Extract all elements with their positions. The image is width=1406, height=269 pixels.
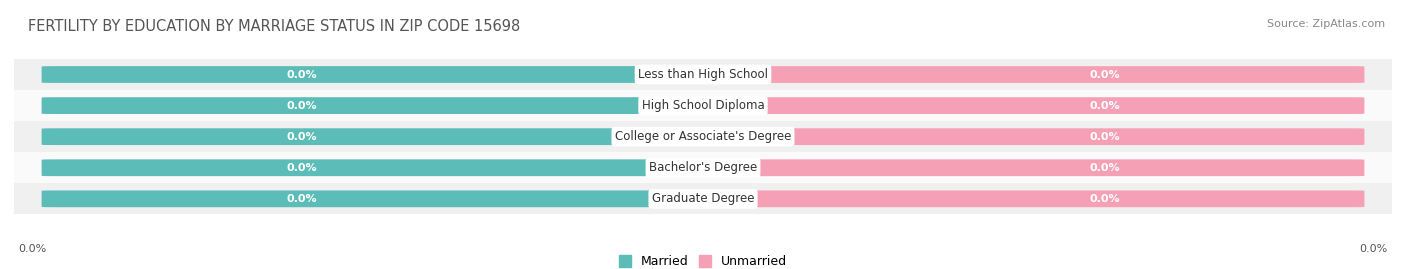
Bar [14, 183, 1392, 214]
Text: 0.0%: 0.0% [1090, 163, 1119, 173]
Text: Graduate Degree: Graduate Degree [652, 192, 754, 205]
Bar [14, 152, 1392, 183]
Text: High School Diploma: High School Diploma [641, 99, 765, 112]
Text: 0.0%: 0.0% [1090, 69, 1119, 80]
Bar [14, 59, 1392, 90]
FancyBboxPatch shape [42, 128, 717, 145]
Text: FERTILITY BY EDUCATION BY MARRIAGE STATUS IN ZIP CODE 15698: FERTILITY BY EDUCATION BY MARRIAGE STATU… [28, 19, 520, 34]
FancyBboxPatch shape [689, 159, 1364, 176]
Text: Source: ZipAtlas.com: Source: ZipAtlas.com [1267, 19, 1385, 29]
Text: 0.0%: 0.0% [287, 132, 316, 142]
Text: 0.0%: 0.0% [18, 244, 46, 254]
FancyBboxPatch shape [42, 97, 717, 114]
FancyBboxPatch shape [42, 190, 717, 207]
Text: 0.0%: 0.0% [1360, 244, 1388, 254]
Text: 0.0%: 0.0% [1090, 194, 1119, 204]
Text: 0.0%: 0.0% [287, 69, 316, 80]
Text: College or Associate's Degree: College or Associate's Degree [614, 130, 792, 143]
Text: 0.0%: 0.0% [287, 101, 316, 111]
FancyBboxPatch shape [689, 128, 1364, 145]
FancyBboxPatch shape [689, 97, 1364, 114]
FancyBboxPatch shape [689, 190, 1364, 207]
Text: Less than High School: Less than High School [638, 68, 768, 81]
Text: 0.0%: 0.0% [287, 163, 316, 173]
Bar [14, 121, 1392, 152]
FancyBboxPatch shape [689, 66, 1364, 83]
Text: 0.0%: 0.0% [1090, 132, 1119, 142]
FancyBboxPatch shape [42, 159, 717, 176]
FancyBboxPatch shape [42, 66, 717, 83]
Text: 0.0%: 0.0% [287, 194, 316, 204]
Text: 0.0%: 0.0% [1090, 101, 1119, 111]
Text: Bachelor's Degree: Bachelor's Degree [650, 161, 756, 174]
Bar [14, 90, 1392, 121]
Legend: Married, Unmarried: Married, Unmarried [614, 252, 792, 269]
